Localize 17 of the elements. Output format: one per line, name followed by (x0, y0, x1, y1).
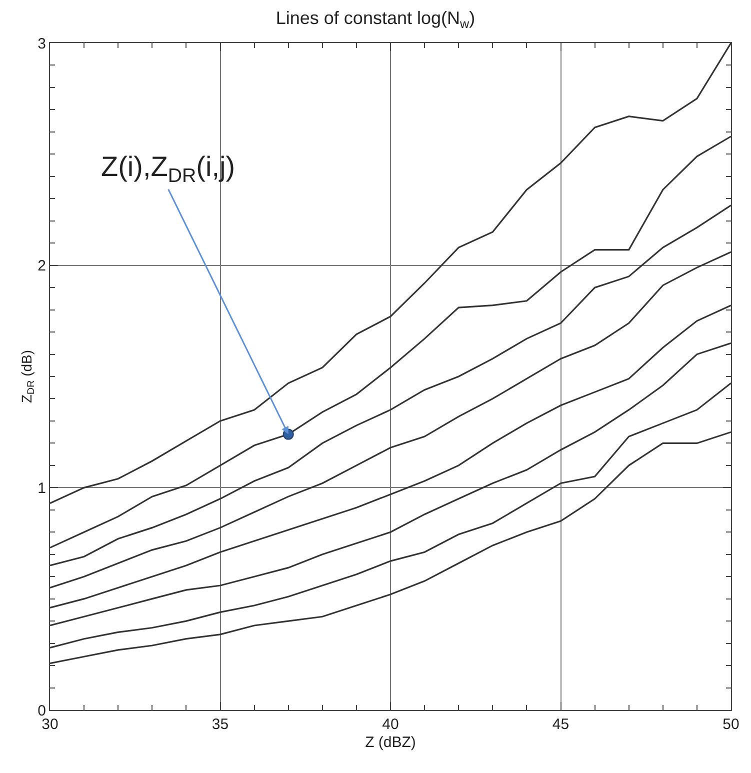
y-tick-label: 2 (38, 258, 46, 275)
x-tick-label: 45 (552, 716, 570, 733)
x-tick-label: 50 (722, 716, 740, 733)
x-tick-label: 40 (382, 716, 399, 733)
x-axis-title: Z (dBZ) (365, 734, 416, 751)
y-tick-label: 1 (38, 480, 46, 497)
x-tick-label: 35 (212, 716, 229, 733)
line-series (50, 382, 731, 649)
line-series (50, 251, 731, 589)
chart-title: Lines of constant log(N$_{w}$) (276, 8, 476, 31)
y-tick-label: 3 (38, 35, 46, 52)
line-series (50, 304, 731, 609)
line-series (50, 136, 731, 548)
line-series (50, 431, 731, 664)
line-series (50, 342, 731, 626)
line-series (50, 43, 731, 504)
line-series (50, 204, 731, 566)
